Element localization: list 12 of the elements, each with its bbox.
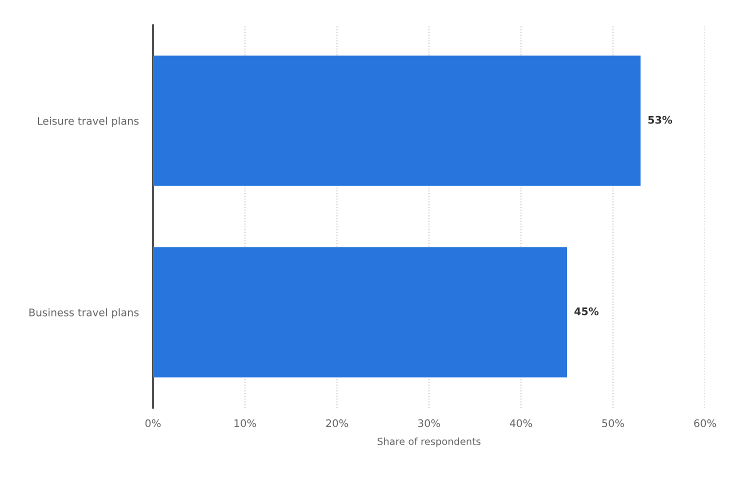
x-tick-label: 50% bbox=[602, 419, 624, 428]
y-tick-label: Business travel plans bbox=[29, 308, 139, 318]
x-tick-label: 60% bbox=[694, 419, 716, 428]
x-tick-label: 10% bbox=[234, 419, 256, 428]
x-tick-label: 20% bbox=[326, 419, 348, 428]
data-label: 53% bbox=[648, 116, 672, 124]
x-axis-title: Share of respondents bbox=[378, 438, 480, 447]
x-tick-label: 40% bbox=[510, 419, 532, 428]
data-label: 45% bbox=[574, 307, 599, 316]
x-tick-label: 30% bbox=[418, 419, 440, 428]
y-tick-label: Leisure travel plans bbox=[38, 116, 139, 127]
x-tick-label: 0% bbox=[145, 419, 161, 428]
